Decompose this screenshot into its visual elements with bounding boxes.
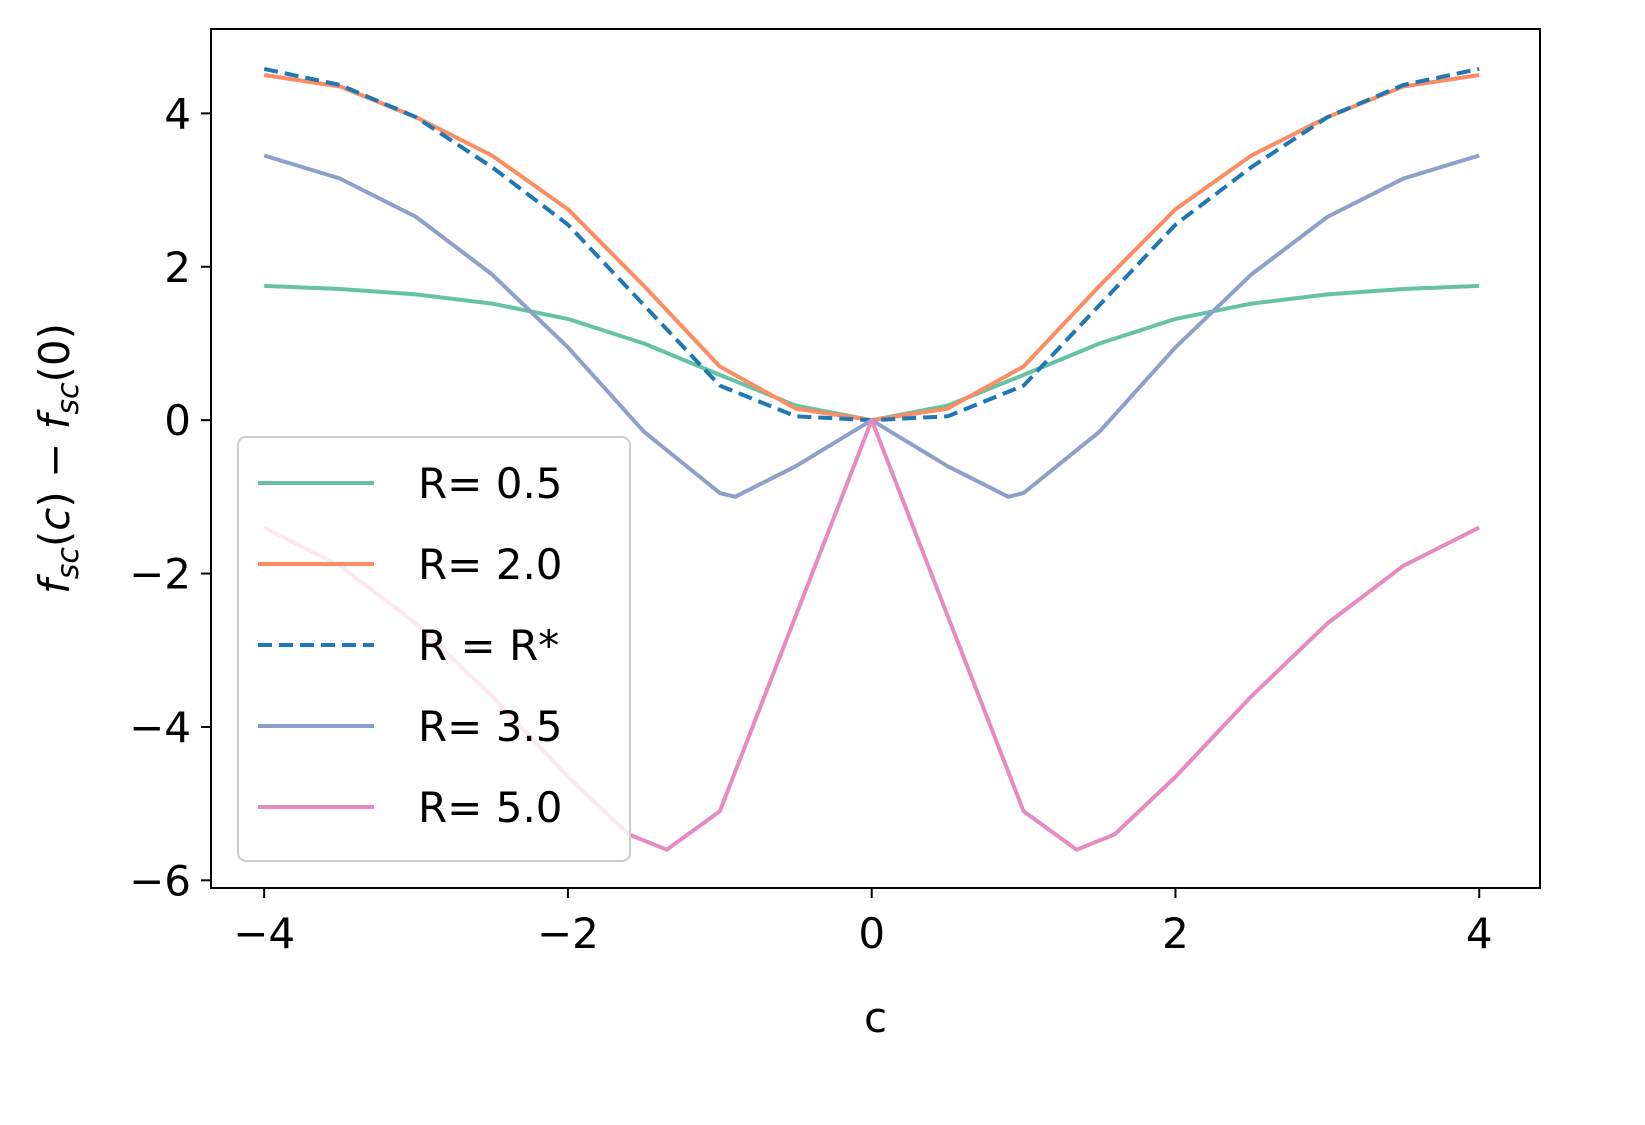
legend-box xyxy=(237,436,631,862)
y-tick-label: −2 xyxy=(129,550,191,599)
y-axis-label-part: ) − xyxy=(30,429,79,507)
y-axis-label-part: (0) xyxy=(30,323,79,383)
y-axis-label-part: ( xyxy=(30,531,79,547)
y-axis-label-part: sc xyxy=(51,547,86,580)
y-tick-label: 0 xyxy=(164,396,191,445)
y-tick-label: 4 xyxy=(164,89,191,138)
y-axis-label-part: sc xyxy=(51,382,86,415)
x-tick-label: −2 xyxy=(537,909,599,958)
x-tick-label: −4 xyxy=(233,909,295,958)
y-axis-ticks: −6 −4 −2 0 2 4 xyxy=(129,89,211,905)
x-axis-ticks: −4 −2 0 2 4 xyxy=(233,888,1493,958)
y-tick-label: −4 xyxy=(129,703,191,752)
legend-label-0: R= 0.5 xyxy=(418,459,563,508)
y-tick-label: −6 xyxy=(129,856,191,905)
x-tick-label: 4 xyxy=(1466,909,1493,958)
plot-frame xyxy=(210,28,1541,889)
x-tick-label: 0 xyxy=(858,909,885,958)
x-axis-label: c xyxy=(864,993,887,1042)
legend-label-1: R= 2.0 xyxy=(418,540,563,589)
legend: R= 0.5 R= 2.0 R = R* R= 3.5 R= 5.0 xyxy=(237,436,631,862)
series-layer xyxy=(263,66,1481,852)
y-tick-label: 2 xyxy=(164,243,191,292)
legend-label-4: R= 5.0 xyxy=(418,783,563,832)
legend-label-2: R = R* xyxy=(418,621,559,670)
x-tick-label: 2 xyxy=(1162,909,1189,958)
legend-label-3: R= 3.5 xyxy=(418,702,563,751)
y-axis-label-part: c xyxy=(30,508,79,531)
